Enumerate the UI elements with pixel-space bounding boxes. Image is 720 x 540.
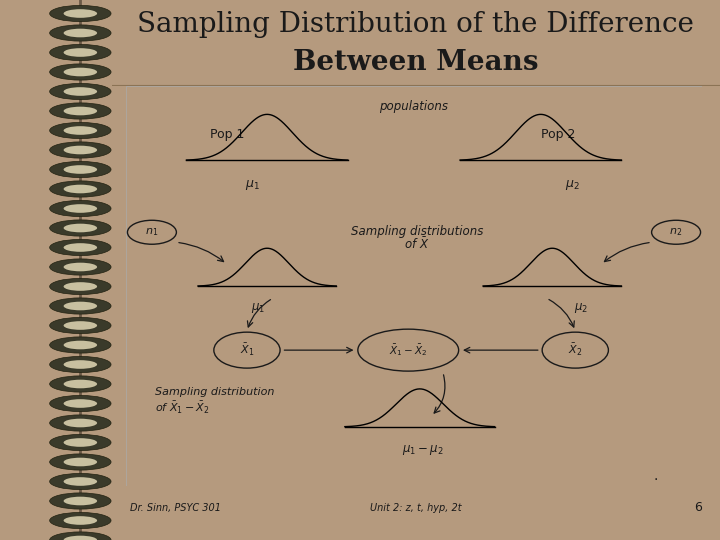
Text: populations: populations [379, 100, 449, 113]
Ellipse shape [63, 224, 97, 232]
Ellipse shape [50, 395, 111, 411]
Ellipse shape [50, 376, 111, 392]
Text: $\bar{X}_1 - \bar{X}_2$: $\bar{X}_1 - \bar{X}_2$ [389, 342, 428, 358]
Text: 6: 6 [694, 501, 702, 514]
Ellipse shape [50, 200, 111, 217]
Ellipse shape [63, 516, 97, 525]
Text: $\mu_1$: $\mu_1$ [246, 178, 260, 192]
Text: $\mu_2$: $\mu_2$ [565, 178, 580, 192]
Text: $\bar{X}_2$: $\bar{X}_2$ [568, 342, 582, 358]
Ellipse shape [50, 25, 111, 41]
Ellipse shape [50, 220, 111, 236]
Text: Sampling distribution: Sampling distribution [155, 387, 274, 397]
Ellipse shape [63, 107, 97, 116]
Ellipse shape [63, 126, 97, 135]
Ellipse shape [50, 123, 111, 139]
Text: Dr. Sinn, PSYC 301: Dr. Sinn, PSYC 301 [130, 503, 221, 512]
Ellipse shape [50, 279, 111, 295]
Ellipse shape [63, 477, 97, 486]
Text: Between Means: Between Means [293, 49, 539, 76]
Ellipse shape [50, 454, 111, 470]
Ellipse shape [63, 321, 97, 330]
Ellipse shape [63, 87, 97, 96]
Ellipse shape [63, 418, 97, 427]
Ellipse shape [50, 512, 111, 529]
Ellipse shape [50, 239, 111, 255]
Ellipse shape [63, 243, 97, 252]
Ellipse shape [50, 5, 111, 22]
Ellipse shape [50, 83, 111, 99]
Ellipse shape [63, 262, 97, 271]
Ellipse shape [63, 9, 97, 18]
Ellipse shape [50, 434, 111, 450]
Ellipse shape [50, 337, 111, 353]
Ellipse shape [50, 415, 111, 431]
Text: Unit 2: z, t, hyp, 2t: Unit 2: z, t, hyp, 2t [370, 503, 462, 512]
Text: .: . [654, 469, 658, 483]
Ellipse shape [50, 474, 111, 490]
Ellipse shape [63, 302, 97, 310]
Ellipse shape [50, 532, 111, 540]
Ellipse shape [63, 399, 97, 408]
Text: of $\bar{X}$: of $\bar{X}$ [404, 237, 430, 252]
Ellipse shape [63, 341, 97, 349]
Text: $\mu_1$: $\mu_1$ [251, 301, 266, 315]
Ellipse shape [50, 298, 111, 314]
Ellipse shape [63, 165, 97, 174]
Ellipse shape [50, 103, 111, 119]
Ellipse shape [50, 318, 111, 334]
Ellipse shape [50, 142, 111, 158]
Text: $n_1$: $n_1$ [145, 226, 158, 238]
Ellipse shape [63, 438, 97, 447]
Ellipse shape [63, 458, 97, 467]
Ellipse shape [50, 44, 111, 60]
Ellipse shape [63, 204, 97, 213]
Text: Sampling Distribution of the Difference: Sampling Distribution of the Difference [138, 11, 694, 38]
Ellipse shape [50, 259, 111, 275]
Text: $\mu_1 - \mu_2$: $\mu_1 - \mu_2$ [402, 443, 444, 457]
Text: $\mu_2$: $\mu_2$ [574, 301, 588, 315]
Ellipse shape [63, 497, 97, 505]
Ellipse shape [63, 146, 97, 154]
Text: of $\bar{X}_1 - \bar{X}_2$: of $\bar{X}_1 - \bar{X}_2$ [155, 400, 210, 416]
Ellipse shape [63, 68, 97, 76]
Ellipse shape [50, 181, 111, 197]
Ellipse shape [63, 536, 97, 540]
Ellipse shape [63, 282, 97, 291]
Ellipse shape [63, 380, 97, 388]
Ellipse shape [50, 161, 111, 178]
Ellipse shape [63, 360, 97, 369]
Text: $n_2$: $n_2$ [670, 226, 683, 238]
Text: Pop 1: Pop 1 [210, 128, 244, 141]
Ellipse shape [63, 29, 97, 37]
Text: Pop 2: Pop 2 [541, 128, 575, 141]
Ellipse shape [50, 64, 111, 80]
Ellipse shape [63, 48, 97, 57]
Ellipse shape [50, 356, 111, 373]
Ellipse shape [50, 493, 111, 509]
Ellipse shape [63, 185, 97, 193]
Text: $\bar{X}_1$: $\bar{X}_1$ [240, 342, 254, 358]
Text: Sampling distributions: Sampling distributions [351, 225, 483, 238]
